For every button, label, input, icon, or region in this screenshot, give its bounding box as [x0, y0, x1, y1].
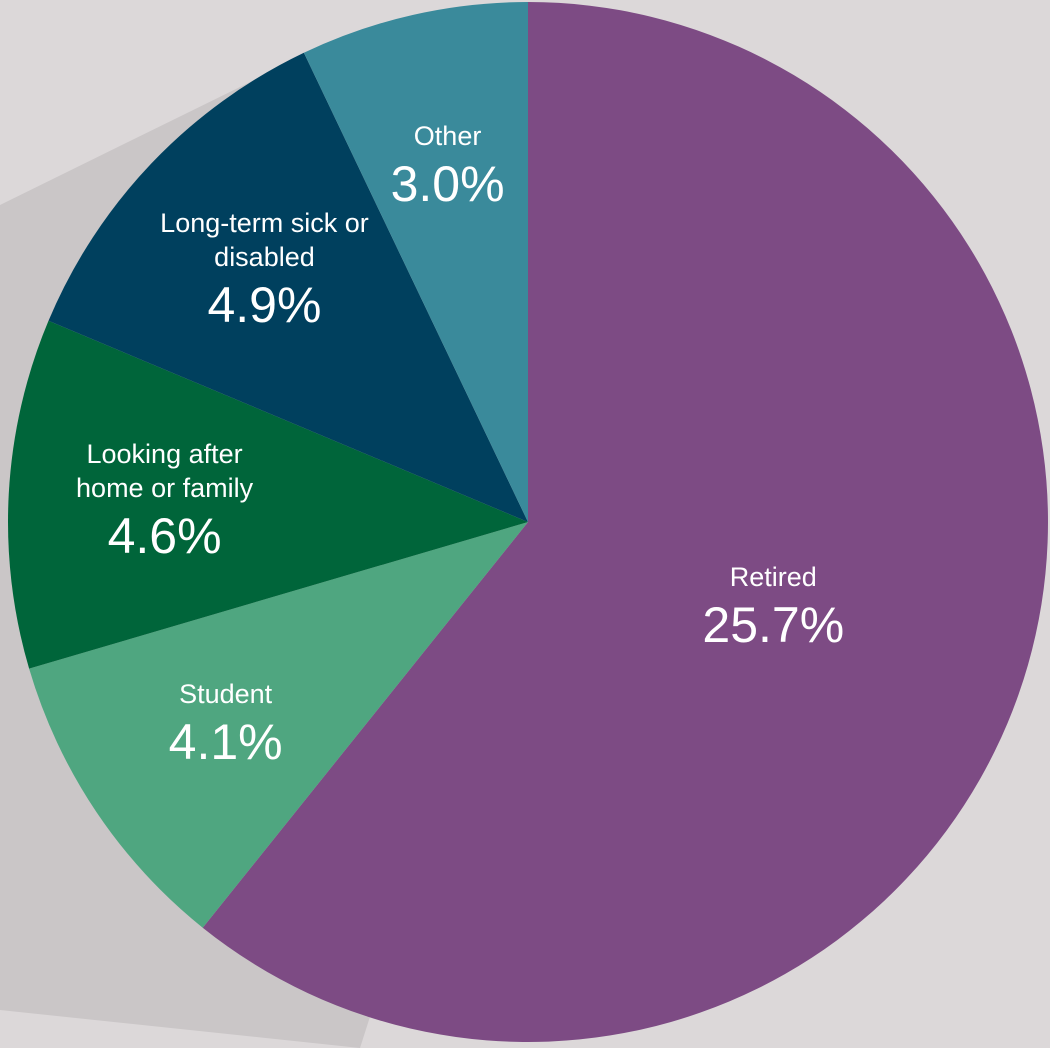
value-label: 4.6% — [107, 507, 222, 564]
value-label: 4.9% — [207, 276, 322, 333]
slice-label: Looking after home or family 4.6% — [52, 437, 277, 567]
slice-label: Long-term sick or disabled 4.9% — [152, 206, 377, 336]
value-label: 25.7% — [702, 597, 845, 654]
category-label: Long-term sick or disabled — [160, 207, 369, 272]
pie-slice — [48, 52, 528, 522]
category-label: Retired — [729, 562, 817, 593]
slice-label: Student 4.1% — [113, 677, 338, 773]
category-label: Other — [413, 120, 482, 151]
pie-slice — [8, 320, 529, 669]
category-label: Student — [179, 678, 273, 709]
slice-label: Retired 25.7% — [661, 560, 886, 656]
value-label: 4.1% — [168, 713, 283, 770]
slice-label: Other 3.0% — [335, 119, 560, 215]
category-label: Looking after home or family — [76, 438, 254, 503]
pie-slice — [303, 2, 528, 522]
pie-slice — [202, 2, 1048, 1042]
value-label: 3.0% — [390, 155, 505, 212]
pie-slice — [29, 522, 529, 928]
